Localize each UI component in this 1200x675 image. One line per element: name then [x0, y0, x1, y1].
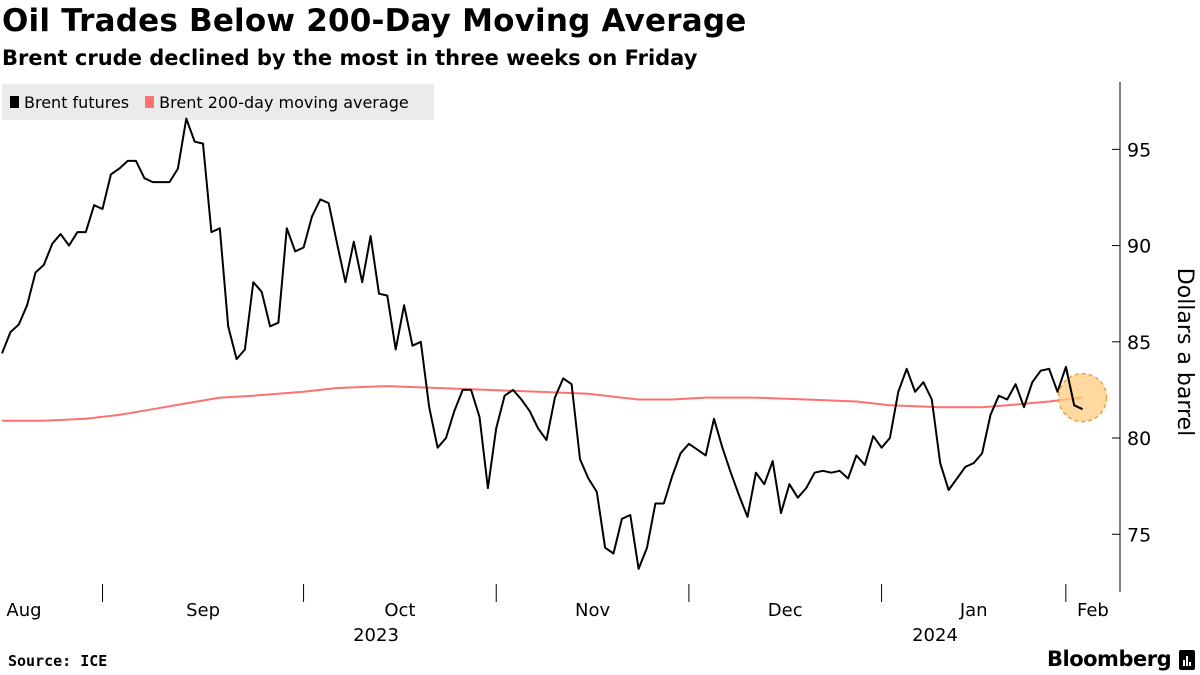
x-tick-label-jan: Jan: [959, 600, 988, 621]
legend-swatch-moving-average: [145, 96, 155, 108]
y-tick-label-75: 75: [1127, 524, 1151, 546]
x-tick-label-aug: Aug: [6, 600, 41, 621]
x-year-label-2023: 2023: [353, 625, 399, 646]
legend-label-moving-average: Brent 200-day moving average: [159, 92, 409, 112]
brent-futures-line-tail: [1064, 366, 1084, 411]
chart-subtitle: Brent crude declined by the most in thre…: [2, 46, 698, 70]
chart-legend: Brent futures Brent 200-day moving avera…: [2, 84, 434, 120]
legend-item-moving-average: Brent 200-day moving average: [145, 93, 409, 112]
moving-average-line: [2, 385, 1083, 422]
chart-title: Oil Trades Below 200-Day Moving Average: [2, 3, 747, 39]
bloomberg-logo: Bloomberg: [1047, 647, 1172, 671]
y-axis-title: Dollars a barrel: [1172, 268, 1197, 436]
y-tick-label-80: 80: [1127, 428, 1151, 450]
legend-item-brent-futures: Brent futures: [10, 93, 129, 112]
x-tick-label-dec: Dec: [768, 600, 803, 621]
legend-swatch-brent-futures: [10, 96, 19, 108]
x-tick-label-feb: Feb: [1077, 600, 1109, 621]
highlight-circle: [1057, 372, 1108, 423]
bloomberg-chart-icon: [1179, 650, 1195, 670]
y-tick-label-95: 95: [1127, 139, 1151, 161]
x-year-label-2024: 2024: [912, 625, 958, 646]
x-tick-label-nov: Nov: [575, 600, 610, 621]
x-tick-label-sep: Sep: [186, 600, 220, 621]
y-tick-label-85: 85: [1127, 332, 1151, 354]
brent-futures-line: [1, 117, 1084, 570]
legend-label-brent-futures: Brent futures: [24, 92, 130, 112]
source-note: Source: ICE: [8, 652, 108, 670]
x-tick-label-oct: Oct: [384, 600, 415, 621]
y-tick-label-90: 90: [1127, 236, 1151, 258]
